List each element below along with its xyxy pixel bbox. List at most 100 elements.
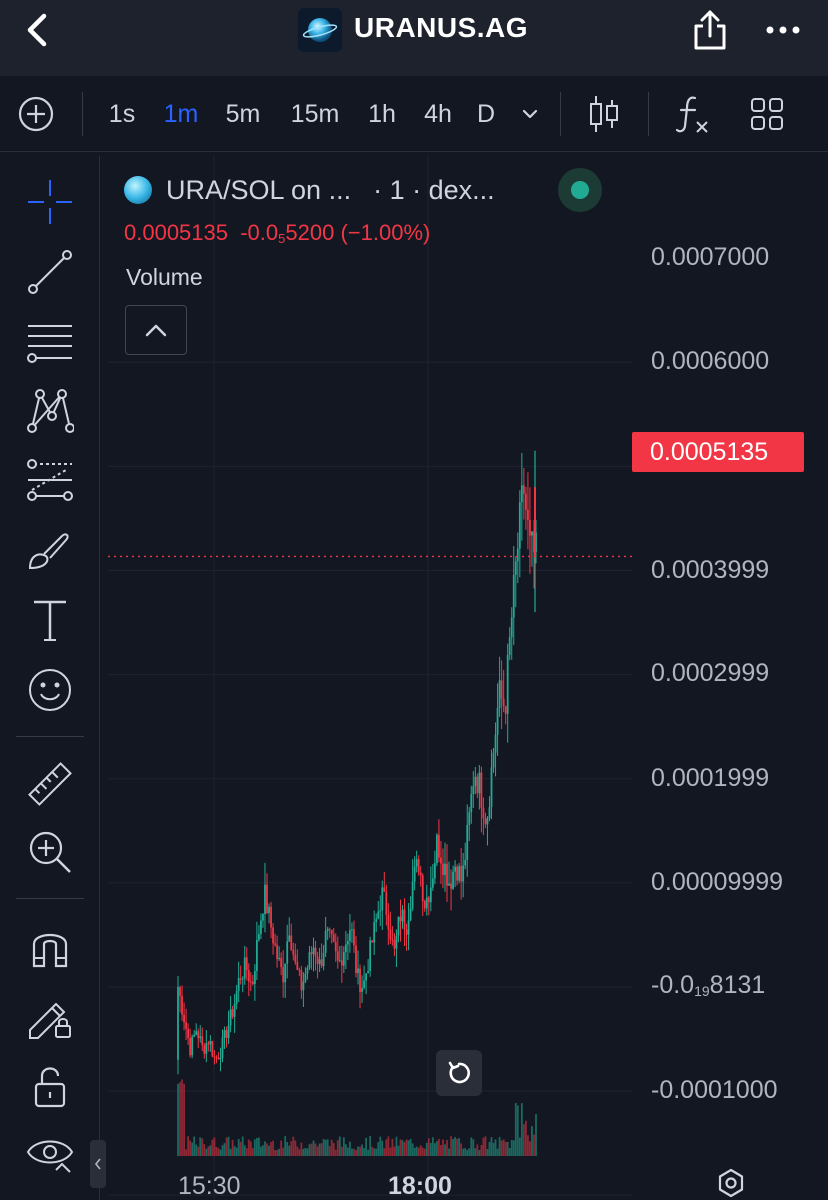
volume-bar (191, 1142, 194, 1156)
chart-type-button[interactable] (584, 76, 624, 152)
candle-body (241, 978, 244, 980)
indicators-button[interactable] (670, 76, 716, 152)
volume-bar (375, 1148, 378, 1156)
volume-bar (258, 1137, 260, 1156)
candle-body (193, 1034, 196, 1037)
interval-1s[interactable]: 1s (108, 99, 136, 128)
unlock-tool[interactable] (16, 1058, 84, 1114)
price-axis-label: 0.0007000 (651, 243, 770, 271)
layout-button[interactable] (744, 76, 790, 152)
visibility-tool[interactable] (16, 1126, 84, 1182)
candle-body (397, 916, 400, 936)
brush-icon (28, 533, 69, 570)
candle-body (389, 929, 392, 940)
collapse-sidebar-button[interactable] (90, 1140, 106, 1188)
volume-bar (262, 1145, 264, 1156)
interval-d[interactable]: D (476, 99, 496, 128)
interval-1h[interactable]: 1h (368, 99, 396, 128)
candle-body (405, 929, 408, 935)
volume-bar (369, 1136, 372, 1156)
chart-settings-button[interactable] (714, 1166, 748, 1200)
volume-bar (399, 1139, 402, 1156)
candle-body (247, 970, 250, 982)
volume-bar (401, 1140, 404, 1156)
zoom-tool[interactable] (16, 824, 84, 880)
candle-body (482, 807, 485, 819)
price-axis-label: 0.0003999 (651, 556, 770, 584)
volume-bar (324, 1139, 327, 1156)
candle-body (508, 637, 511, 655)
volume-bar (223, 1143, 226, 1156)
crosshair-tool[interactable] (16, 174, 84, 230)
candle-body (379, 910, 382, 912)
volume-bar (199, 1137, 202, 1156)
volume-bar (272, 1140, 274, 1156)
interval-dropdown-button[interactable] (514, 76, 546, 152)
candle-body (316, 956, 319, 964)
candle-body (304, 973, 307, 982)
interval-5m[interactable]: 5m (225, 99, 261, 128)
candle-body (264, 884, 266, 915)
candle-body (391, 939, 394, 941)
volume-bar (205, 1148, 208, 1156)
share-button[interactable] (690, 8, 730, 52)
volume-bar (450, 1136, 452, 1156)
lock-drawing-tool[interactable] (16, 988, 84, 1044)
candle-body (213, 1056, 216, 1058)
reset-chart-button[interactable] (436, 1050, 482, 1096)
volume-indicator-label[interactable]: Volume (126, 264, 203, 290)
candle-body (209, 1041, 212, 1045)
interval-1m[interactable]: 1m (163, 99, 199, 128)
volume-bar (448, 1148, 450, 1156)
candle-body (363, 980, 365, 988)
volume-bar (385, 1139, 388, 1156)
interval-4h[interactable]: 4h (424, 99, 452, 128)
volume-bar (381, 1140, 384, 1156)
magnet-tool[interactable] (16, 918, 84, 974)
ruler-tool[interactable] (16, 756, 84, 812)
chart-legend[interactable]: URA/SOL on ... · 1 · dex... (124, 170, 495, 210)
volume-collapse-button[interactable] (125, 305, 187, 355)
candle-body (346, 941, 349, 945)
price-axis-label: 0.0001999 (651, 764, 770, 792)
chart-pane[interactable] (108, 156, 828, 1200)
volume-bar (332, 1143, 335, 1156)
text-tool[interactable] (16, 592, 84, 648)
candle-body (399, 916, 402, 922)
candle-body (446, 863, 448, 886)
volume-bar (435, 1141, 438, 1156)
volume-bar (193, 1136, 196, 1156)
lock-drawing-icon (29, 1002, 71, 1039)
volume-bar (215, 1146, 218, 1156)
volume-bar (217, 1148, 220, 1156)
add-symbol-button[interactable] (14, 76, 58, 152)
more-button[interactable] (760, 12, 806, 48)
volume-bar (458, 1138, 461, 1156)
volume-bar (379, 1136, 382, 1156)
prediction-tool[interactable] (16, 452, 84, 508)
candle-body (191, 1036, 194, 1056)
status-dot-icon (571, 181, 589, 199)
back-button[interactable] (18, 10, 58, 50)
pattern-tool[interactable] (16, 382, 84, 438)
volume-bar (425, 1142, 428, 1156)
volume-bar (203, 1144, 206, 1156)
volume-bar (247, 1139, 250, 1156)
volume-bar (282, 1147, 285, 1156)
add-symbol-icon (18, 96, 54, 132)
emoji-tool[interactable] (16, 662, 84, 718)
volume-bar (326, 1139, 329, 1156)
candle-body (207, 1043, 210, 1045)
candle-body (514, 561, 517, 575)
candle-body (201, 1036, 204, 1046)
share-icon (694, 10, 726, 50)
interval-15m[interactable]: 15m (290, 99, 340, 128)
volume-bar (494, 1139, 497, 1156)
fib-tool[interactable] (16, 314, 84, 370)
price-chart[interactable] (108, 156, 828, 1200)
market-status-badge[interactable] (558, 168, 602, 212)
candle-body (460, 866, 463, 882)
brush-tool[interactable] (16, 522, 84, 578)
trend-line-tool[interactable] (16, 244, 84, 300)
volume-bar (486, 1149, 489, 1156)
